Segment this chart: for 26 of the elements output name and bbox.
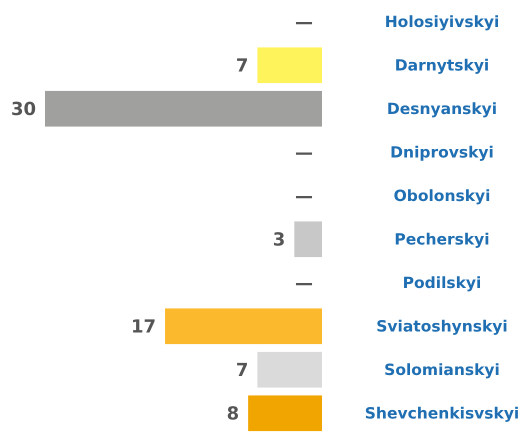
data-label: — [295, 142, 313, 164]
y-tick-label: Holosiyivskyi [384, 13, 500, 32]
y-tick-label: Dniprovskyi [390, 144, 494, 162]
y-tick-label: Sviatoshynskyi [376, 318, 508, 336]
data-label: 8 [226, 404, 240, 425]
bar [294, 221, 322, 258]
y-tick-label: Darnytskyi [394, 56, 490, 75]
y-tick-label: Obolonskyi [394, 187, 490, 206]
data-label: 7 [236, 56, 248, 77]
data-label: — [295, 186, 313, 208]
y-tick-label: Shevchenkisvskyi [364, 404, 520, 423]
data-label: 17 [130, 316, 156, 338]
bar [248, 395, 322, 432]
y-tick-label: Solomianskyi [384, 361, 500, 380]
y-tick-label: Pecherskyi [394, 230, 490, 249]
y-tick-label: Podilskyi [402, 274, 482, 292]
bar [165, 308, 322, 344]
data-label: 7 [236, 360, 248, 382]
data-label: — [295, 12, 313, 34]
data-label: 30 [10, 99, 36, 120]
y-tick-label: Desnyanskyi [386, 100, 498, 118]
bar [257, 352, 322, 388]
data-label: 3 [272, 230, 286, 251]
bar [257, 47, 322, 84]
bar [45, 90, 322, 127]
data-label: — [295, 273, 313, 294]
